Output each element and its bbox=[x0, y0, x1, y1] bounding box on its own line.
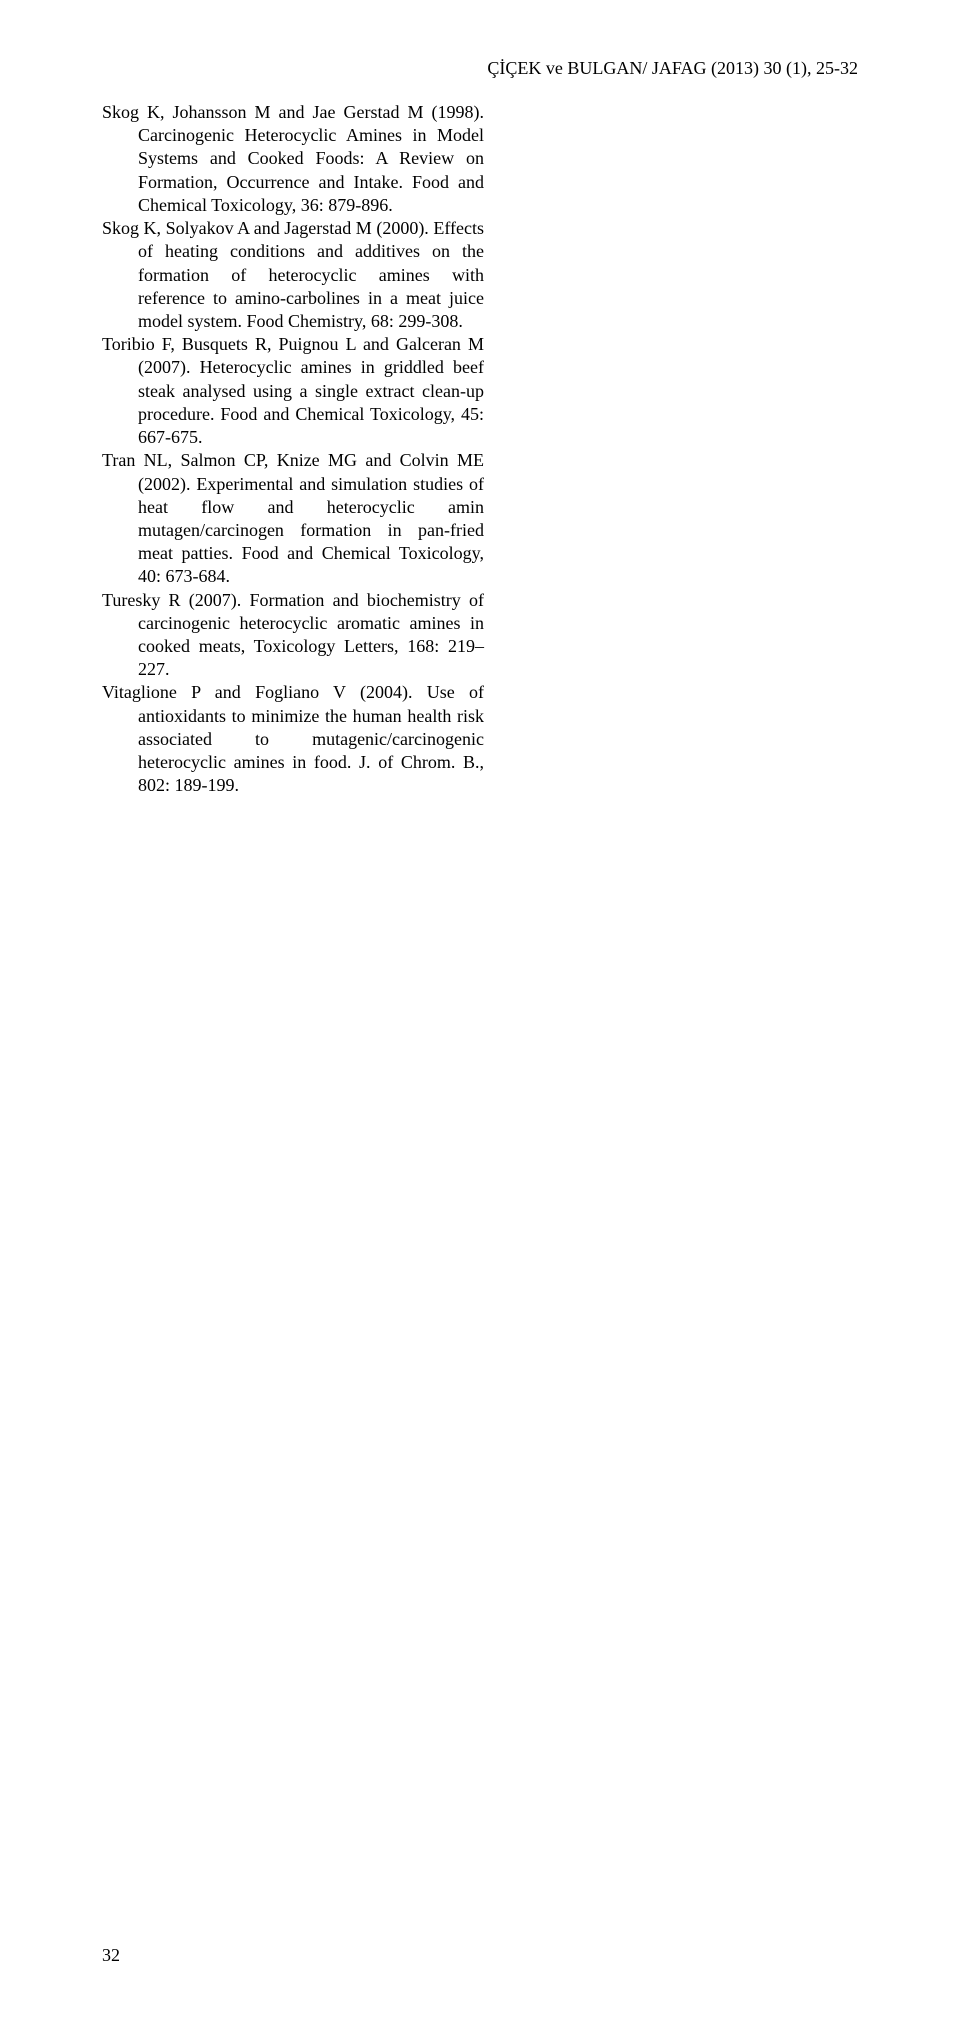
reference-item: Vitaglione P and Fogliano V (2004). Use … bbox=[102, 681, 484, 797]
reference-text: Vitaglione P and Fogliano V (2004). Use … bbox=[102, 682, 484, 795]
page-header: ÇİÇEK ve BULGAN/ JAFAG (2013) 30 (1), 25… bbox=[102, 58, 858, 79]
reference-text: Skog K, Solyakov A and Jagerstad M (2000… bbox=[102, 218, 484, 331]
reference-item: Turesky R (2007). Formation and biochemi… bbox=[102, 589, 484, 682]
page-number: 32 bbox=[102, 1945, 120, 1966]
reference-text: Skog K, Johansson M and Jae Gerstad M (1… bbox=[102, 102, 484, 215]
reference-item: Skog K, Solyakov A and Jagerstad M (2000… bbox=[102, 217, 484, 333]
page-number-text: 32 bbox=[102, 1945, 120, 1965]
reference-text: Toribio F, Busquets R, Puignou L and Gal… bbox=[102, 334, 484, 447]
reference-text: Tran NL, Salmon CP, Knize MG and Colvin … bbox=[102, 450, 484, 586]
reference-item: Toribio F, Busquets R, Puignou L and Gal… bbox=[102, 333, 484, 449]
references-column: Skog K, Johansson M and Jae Gerstad M (1… bbox=[102, 101, 484, 798]
reference-item: Skog K, Johansson M and Jae Gerstad M (1… bbox=[102, 101, 484, 217]
reference-item: Tran NL, Salmon CP, Knize MG and Colvin … bbox=[102, 449, 484, 588]
header-text: ÇİÇEK ve BULGAN/ JAFAG (2013) 30 (1), 25… bbox=[487, 58, 858, 78]
reference-text: Turesky R (2007). Formation and biochemi… bbox=[102, 590, 484, 680]
